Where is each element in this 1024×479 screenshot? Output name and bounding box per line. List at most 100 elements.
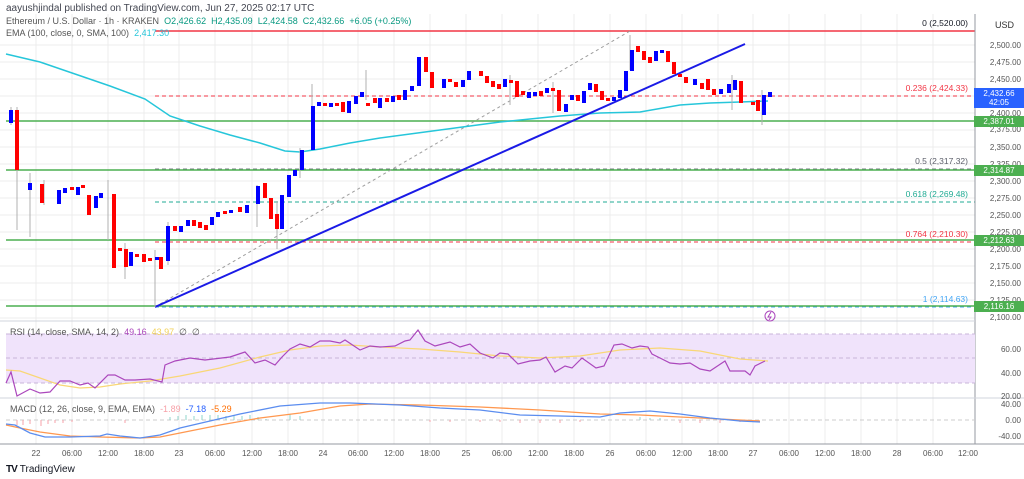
currency-label[interactable]: USD [994, 20, 1014, 30]
current-price: 2,432.66 [983, 89, 1015, 98]
time-tick: 27 [748, 449, 758, 458]
time-tick: 18:00 [419, 449, 441, 458]
support-tag-2: 2,314.87 [974, 165, 1024, 176]
ohlc-high: H2,435.09 [211, 16, 253, 26]
time-tick: 23 [174, 449, 184, 458]
fib-diagonal [154, 30, 631, 308]
macd-signal-value: -5.29 [211, 404, 232, 414]
time-tick: 25 [461, 449, 471, 458]
time-tick: 06:00 [204, 449, 226, 458]
macd-tick: 0.00 [1005, 416, 1021, 425]
fib-label-1: 1 (2,114.63) [922, 294, 968, 304]
support-tag-1: 2,387.01 [974, 116, 1024, 127]
support-lines[interactable] [6, 120, 975, 307]
rsi-legend[interactable]: RSI (14, close, SMA, 14, 2) 49.16 43.97 … [10, 327, 200, 338]
ema-line [5, 53, 769, 153]
time-tick: 06:00 [635, 449, 657, 458]
ohlc-change: +6.05 (+0.25%) [349, 16, 412, 26]
fib-label-0236: 0.236 (2,424.33) [905, 83, 968, 93]
price-tick: 2,175.00 [989, 262, 1021, 271]
price-tick: 2,200.00 [989, 245, 1021, 254]
rsi-value: 49.16 [124, 327, 147, 337]
support-tag-4: 2,116.16 [974, 301, 1024, 312]
time-tick: 06:00 [347, 449, 369, 458]
tradingview-logo-icon: TV [6, 464, 18, 475]
current-price-tag: 2,432.66 42:05 [974, 88, 1024, 108]
macd-line [5, 402, 761, 439]
time-tick: 18:00 [707, 449, 729, 458]
tradingview-logo[interactable]: TV TradingView [6, 464, 75, 475]
rsi-tick: 40.00 [1000, 369, 1021, 378]
rsi-extra-1: ∅ [179, 327, 187, 337]
time-tick: 12:00 [671, 449, 693, 458]
support-tag-3: 2,212.63 [974, 235, 1024, 246]
fib-label-05: 0.5 (2,317.32) [915, 156, 968, 166]
symbol-legend[interactable]: Ethereum / U.S. Dollar · 1h · KRAKEN O2,… [6, 16, 411, 26]
macd-legend[interactable]: MACD (12, 26, close, 9, EMA, EMA) -1.89 … [10, 404, 232, 414]
time-tick: 12:00 [527, 449, 549, 458]
rsi-tick: 60.00 [1000, 345, 1021, 354]
time-tick: 24 [318, 449, 328, 458]
time-tick: 12:00 [383, 449, 405, 458]
price-tick: 2,300.00 [989, 177, 1021, 186]
alert-lightning-icon[interactable] [764, 310, 776, 322]
candlesticks [9, 35, 772, 307]
price-tick: 2,125.00 [977, 296, 1021, 305]
rsi-bands [6, 333, 975, 384]
ohlc-open: O2,426.62 [164, 16, 207, 26]
macd-tick: 40.00 [1000, 400, 1021, 409]
time-tick: 18:00 [277, 449, 299, 458]
time-tick: 12:00 [97, 449, 119, 458]
ohlc-close: C2,432.66 [302, 16, 345, 26]
price-tick: 2,475.00 [989, 58, 1021, 67]
time-tick: 06:00 [922, 449, 944, 458]
price-tick: 2,350.00 [989, 143, 1021, 152]
rsi-line [5, 328, 766, 397]
time-tick: 18:00 [133, 449, 155, 458]
symbol-title: Ethereum / U.S. Dollar · 1h · KRAKEN [6, 16, 160, 26]
price-tick: 2,400.00 [989, 109, 1021, 118]
ohlc-low: L2,424.58 [257, 16, 298, 26]
time-tick: 18:00 [850, 449, 872, 458]
rsi-sma-value: 43.97 [151, 327, 175, 337]
price-tick: 2,375.00 [989, 125, 1021, 134]
candle-countdown: 42:05 [988, 98, 1010, 107]
price-tick: 2,275.00 [989, 194, 1021, 203]
time-tick: 06:00 [778, 449, 800, 458]
fib-label-0: 0 (2,520.00) [922, 18, 968, 28]
rsi-label: RSI (14, close, SMA, 14, 2) [10, 327, 120, 337]
fib-retracement[interactable] [155, 30, 975, 308]
ema-label: EMA (100, close, 0, SMA, 100) [6, 28, 130, 38]
time-tick: 22 [31, 449, 41, 458]
price-tick: 2,500.00 [989, 41, 1021, 50]
time-tick: 18:00 [563, 449, 585, 458]
time-tick: 12:00 [241, 449, 263, 458]
chart-container[interactable]: Ethereum / U.S. Dollar · 1h · KRAKEN O2,… [0, 14, 1024, 460]
brand-name: TradingView [19, 464, 75, 475]
time-tick: 06:00 [61, 449, 83, 458]
price-tick: 2,150.00 [989, 279, 1021, 288]
chart-canvas[interactable] [0, 14, 1024, 460]
price-tick: 2,100.00 [989, 313, 1021, 322]
time-tick: 26 [605, 449, 615, 458]
price-tick: 2,325.00 [977, 160, 1021, 169]
trendline[interactable] [154, 43, 746, 308]
time-tick: 28 [892, 449, 902, 458]
fib-label-0764: 0.764 (2,210.30) [905, 229, 968, 239]
grid-horizontal [0, 44, 975, 319]
fib-label-0618: 0.618 (2,269.48) [905, 189, 968, 199]
macd-hist-value: -1.89 [160, 404, 181, 414]
macd-tick: -40.00 [998, 432, 1021, 441]
macd-label: MACD (12, 26, close, 9, EMA, EMA) [10, 404, 156, 414]
price-tick: 2,250.00 [989, 211, 1021, 220]
time-tick: 06:00 [491, 449, 513, 458]
time-tick: 12:00 [957, 449, 979, 458]
ema-value: 2,417.30 [134, 28, 170, 38]
publisher-line: aayushjindal published on TradingView.co… [6, 3, 315, 14]
macd-value: -7.18 [185, 404, 207, 414]
time-tick: 12:00 [814, 449, 836, 458]
price-tick: 2,225.00 [989, 228, 1021, 237]
macd-histogram [16, 414, 741, 426]
ema-legend[interactable]: EMA (100, close, 0, SMA, 100) 2,417.30 [6, 28, 169, 38]
rsi-tick: 20.00 [1000, 392, 1021, 401]
